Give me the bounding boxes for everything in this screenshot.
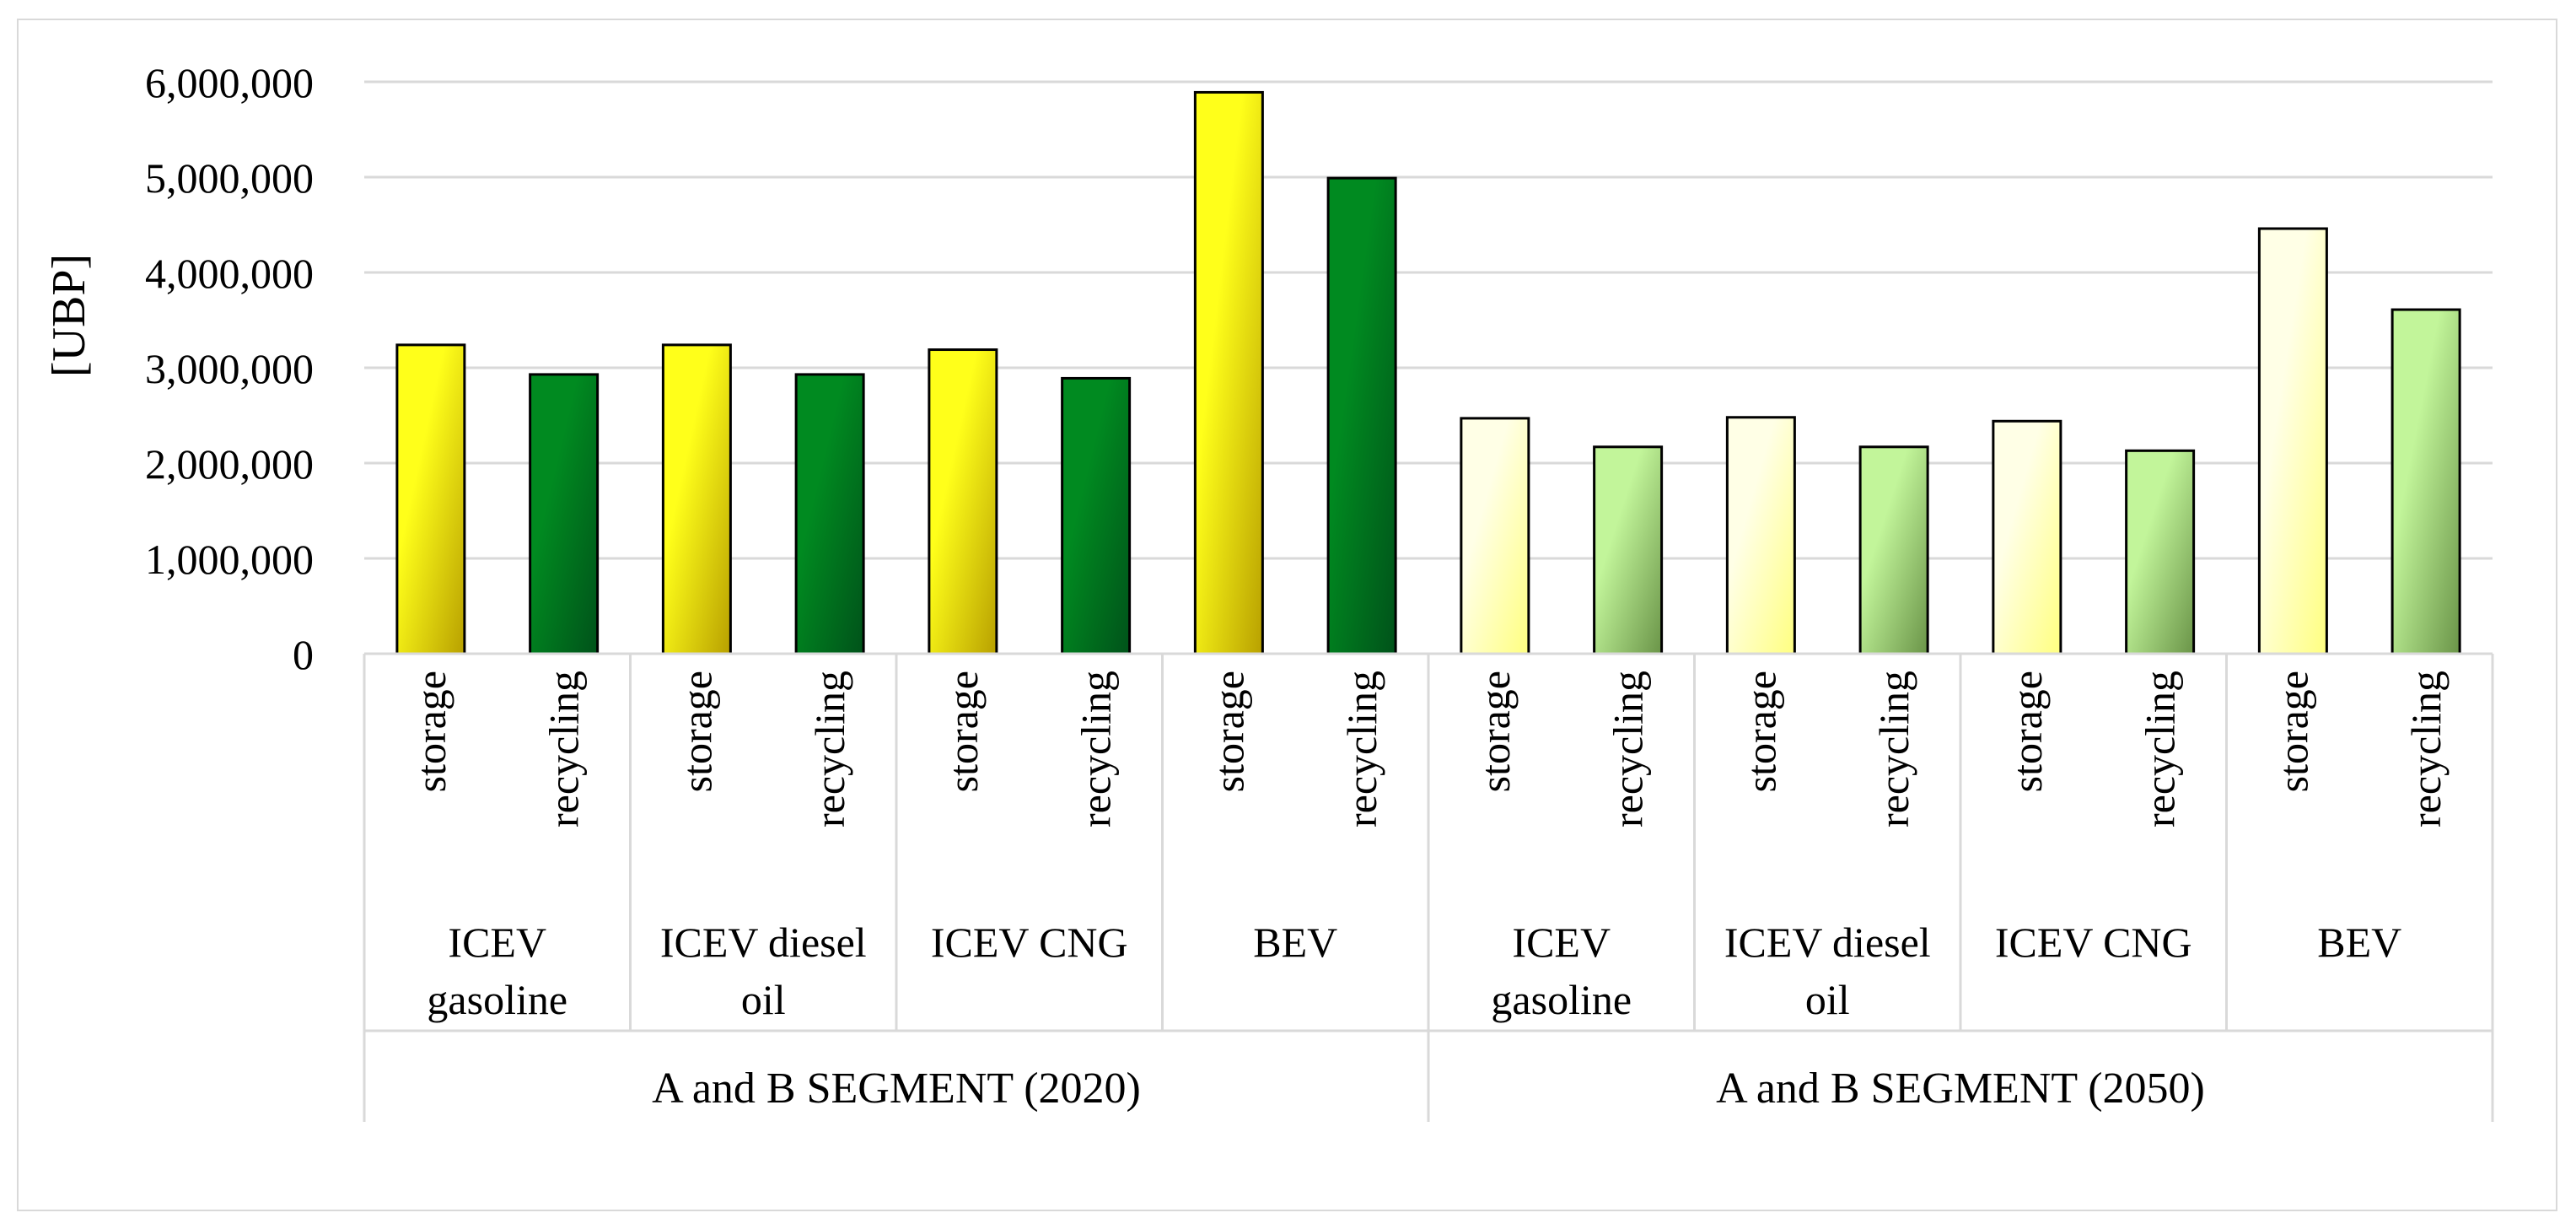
group-label: BEV [1253, 919, 1337, 966]
bar-category-label: recycling [540, 671, 588, 827]
y-tick-label: 5,000,000 [145, 154, 314, 202]
bar-category-label: storage [673, 671, 720, 792]
y-axis-ticks: 0 1,000,000 2,000,000 3,000,000 4,000,000 5,0… [145, 59, 314, 678]
y-axis-label: [UBP] [43, 254, 95, 377]
x-axis-labels: storage recycling ICEV gasoline storage recyc… [407, 671, 2450, 1113]
bar-category-label: recycling [806, 671, 853, 827]
bar-recycling [2390, 308, 2461, 655]
bar-storage [395, 343, 466, 655]
bar-recycling [1593, 445, 1664, 655]
bar-category-label: storage [1205, 671, 1252, 792]
group-label: oil [741, 976, 786, 1023]
y-tick-label: 2,000,000 [145, 440, 314, 488]
bar-storage [1193, 90, 1264, 655]
bar-category-label: storage [939, 671, 987, 792]
group-label: ICEV [1512, 919, 1611, 966]
group-label: ICEV [448, 919, 546, 966]
bar-storage [661, 343, 732, 655]
bar-chart: 0 1,000,000 2,000,000 3,000,000 4,000,000 5,0… [43, 59, 2494, 1122]
bar-category-label: recycling [1338, 671, 1385, 827]
bar-category-label: recycling [1870, 671, 1917, 827]
y-tick-label: 6,000,000 [145, 59, 314, 106]
bar-storage [1460, 417, 1530, 655]
bar-storage [928, 348, 998, 655]
group-label: ICEV diesel [1724, 919, 1931, 966]
y-tick-label: 1,000,000 [145, 536, 314, 583]
bar-category-label: recycling [2137, 671, 2184, 827]
group-label: ICEV diesel [660, 919, 867, 966]
bar-storage [2257, 227, 2328, 655]
bar-recycling [1858, 445, 1929, 655]
group-label: ICEV CNG [931, 919, 1128, 966]
group-label: BEV [2317, 919, 2401, 966]
bar-category-label: recycling [2402, 671, 2450, 827]
bar-category-label: recycling [1073, 671, 1120, 827]
bar-storage [1992, 419, 2062, 655]
y-tick-label: 3,000,000 [145, 345, 314, 392]
bar-recycling [1326, 176, 1397, 655]
bar-category-label: storage [2003, 671, 2051, 792]
segment-label: A and B SEGMENT (2050) [1716, 1065, 2205, 1113]
bar-recycling [1061, 376, 1132, 655]
y-tick-label: 4,000,000 [145, 250, 314, 297]
bars [395, 90, 2461, 655]
bar-recycling [794, 373, 865, 655]
bar-category-label: storage [1471, 671, 1519, 792]
bar-category-label: storage [407, 671, 454, 792]
x-axis [363, 652, 2494, 1122]
group-label: gasoline [1491, 976, 1632, 1023]
chart-frame: 0 1,000,000 2,000,000 3,000,000 4,000,000 5,0… [17, 19, 2557, 1211]
bar-storage [1725, 416, 1796, 655]
group-label: gasoline [427, 976, 567, 1023]
group-label: ICEV CNG [1995, 919, 2192, 966]
bar-recycling [2125, 449, 2196, 655]
bar-recycling [529, 373, 600, 655]
bar-category-label: recycling [1605, 671, 1652, 827]
bar-category-label: storage [1737, 671, 1784, 792]
group-label: oil [1805, 976, 1850, 1023]
y-tick-label: 0 [293, 631, 314, 678]
bar-category-label: storage [2269, 671, 2316, 792]
segment-label: A and B SEGMENT (2020) [652, 1065, 1141, 1113]
